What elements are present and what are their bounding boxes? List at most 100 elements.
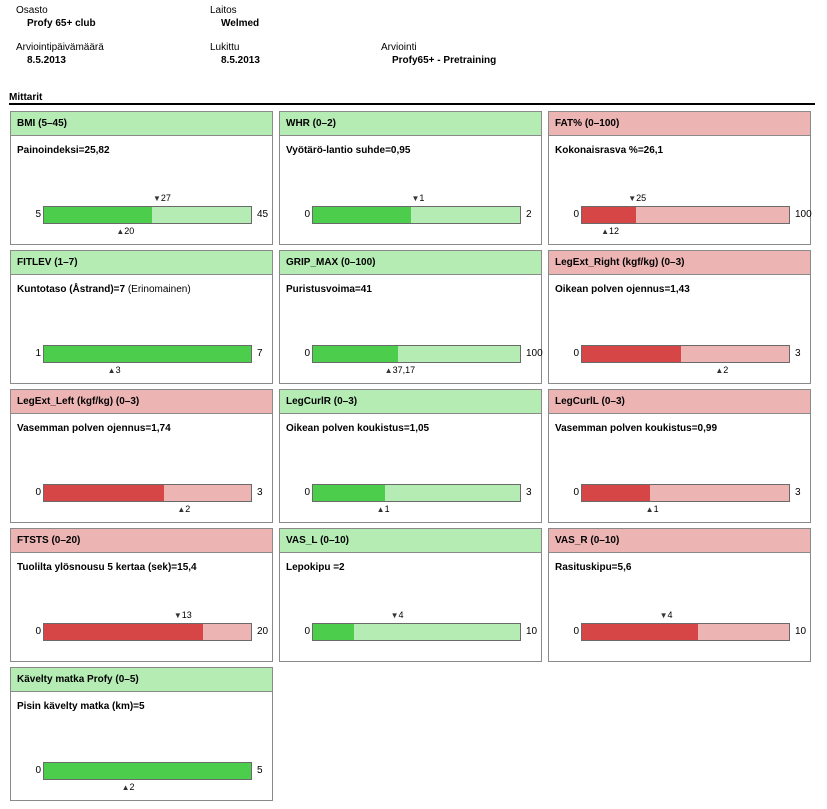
department-block: Osasto Profy 65+ club [16, 5, 96, 29]
triangle-up-icon: ▲ [645, 505, 654, 514]
meter-max-label: 10 [526, 626, 538, 637]
reference-marker-lower: ▲20 [116, 226, 134, 236]
meter-description: Vasemman polven ojennus=1,74 [17, 423, 171, 434]
department-label: Osasto [16, 5, 48, 16]
reference-marker-value: 12 [609, 226, 620, 236]
meter-min-label: 0 [35, 765, 41, 776]
meter-bar-fill [582, 346, 681, 362]
meter-bar-fill [313, 346, 398, 362]
meter-description: Pisin kävelty matka (km)=5 [17, 701, 145, 712]
meter-max-label: 2 [526, 209, 532, 220]
meter-bar-track [43, 762, 252, 780]
meter-bar-fill [313, 207, 412, 223]
reference-marker-value: 2 [185, 504, 191, 514]
department-value: Profy 65+ club [27, 18, 96, 29]
triangle-down-icon: ▼ [390, 611, 399, 620]
meter-bar-fill [44, 207, 152, 223]
meter-card: GRIP_MAX (0–100) Puristusvoima=41 0 100 ▲37,… [279, 250, 543, 384]
meter-max-label: 5 [257, 765, 263, 776]
meter-bar-track [43, 345, 252, 363]
assessment-block: Arviointi Profy65+ - Pretraining [381, 42, 496, 66]
triangle-up-icon: ▲ [376, 505, 385, 514]
meter-card: LegExt_Right (kgf/kg) (0–3) Oikean polven… [548, 250, 811, 384]
reference-marker-lower: ▲37,17 [385, 365, 415, 375]
meter-description-text: Vasemman polven ojennus=1,74 [17, 423, 171, 434]
reference-marker-value: 13 [181, 610, 192, 620]
meter-title: LegCurlL (0–3) [549, 390, 810, 414]
meter-bar-fill [44, 485, 165, 501]
meter-max-label: 100 [526, 348, 543, 359]
meter-min-label: 0 [304, 209, 310, 220]
meter-title: LegExt_Left (kgf/kg) (0–3) [11, 390, 272, 414]
meter-card: FTSTS (0–20) Tuolilta ylösnousu 5 kertaa … [10, 528, 273, 662]
meter-bar-track [581, 623, 790, 641]
meter-title: GRIP_MAX (0–100) [280, 251, 541, 275]
reference-marker-value: 4 [667, 610, 673, 620]
meter-max-label: 3 [257, 487, 263, 498]
triangle-down-icon: ▼ [411, 194, 420, 203]
meter-description: Rasituskipu=5,6 [555, 562, 631, 573]
meter-description: Painoindeksi=25,82 [17, 145, 110, 156]
meter-title: Kävelty matka Profy (0–5) [11, 668, 272, 692]
meter-min-label: 0 [35, 487, 41, 498]
reference-marker-value: 20 [124, 226, 135, 236]
triangle-up-icon: ▲ [107, 366, 116, 375]
meter-bar-track [581, 206, 790, 224]
section-title: Mittarit [9, 92, 43, 103]
meter-description-text: Oikean polven koukistus=1,05 [286, 423, 430, 434]
meter-bar-fill [582, 207, 637, 223]
triangle-down-icon: ▼ [659, 611, 668, 620]
reference-marker-value: 37,17 [392, 365, 416, 375]
reference-marker-upper: ▼4 [660, 610, 673, 620]
meter-title: WHR (0–2) [280, 112, 541, 136]
meter-bar-fill [313, 624, 355, 640]
meter-description-text: Pisin kävelty matka (km)=5 [17, 701, 145, 712]
meter-max-label: 20 [257, 626, 269, 637]
reference-marker-upper: ▼13 [174, 610, 192, 620]
meter-min-label: 0 [573, 487, 579, 498]
meter-bar-track [581, 345, 790, 363]
meter-description: Oikean polven koukistus=1,05 [286, 423, 429, 434]
reference-marker-value: 3 [115, 365, 121, 375]
meter-min-label: 0 [304, 626, 310, 637]
meter-description: Kokonaisrasva %=26,1 [555, 145, 663, 156]
section-divider [9, 103, 815, 105]
meter-min-label: 0 [35, 626, 41, 637]
reference-marker-lower: ▲2 [122, 782, 135, 792]
triangle-up-icon: ▲ [177, 505, 186, 514]
meter-card: FITLEV (1–7) Kuntotaso (Åstrand)=7 (Erino… [10, 250, 273, 384]
triangle-up-icon: ▲ [601, 227, 609, 236]
meter-bar-fill [44, 346, 251, 362]
meter-card: Kävelty matka Profy (0–5) Pisin kävelty m… [10, 667, 273, 801]
facility-value: Welmed [221, 18, 260, 29]
reference-marker-value: 1 [419, 193, 425, 203]
assessment-value: Profy65+ - Pretraining [392, 55, 497, 66]
assessment-label: Arviointi [381, 42, 417, 53]
meter-min-label: 1 [35, 348, 41, 359]
meter-description-text: Lepokipu =2 [286, 562, 345, 573]
assessment-date-block: Arviointipäivämäärä 8.5.2013 [16, 42, 104, 66]
triangle-down-icon: ▼ [152, 194, 161, 203]
meter-min-label: 0 [573, 348, 579, 359]
meter-description-text: Kuntotaso (Åstrand)=7 [17, 284, 126, 295]
meter-description: Puristusvoima=41 [286, 284, 372, 295]
meter-description-text: Vasemman polven koukistus=0,99 [555, 423, 718, 434]
meter-description-text: Puristusvoima=41 [286, 284, 372, 295]
meter-bar-fill [44, 763, 251, 779]
meter-description-text: Rasituskipu=5,6 [555, 562, 632, 573]
assessment-date-label: Arviointipäivämäärä [16, 42, 104, 53]
reference-marker-value: 25 [636, 193, 647, 203]
reference-marker-lower: ▲3 [108, 365, 121, 375]
triangle-up-icon: ▲ [384, 366, 393, 375]
meter-bar-track [312, 484, 521, 502]
meter-max-label: 10 [795, 626, 807, 637]
locked-label: Lukittu [210, 42, 240, 53]
meter-max-label: 100 [795, 209, 812, 220]
meter-description-text: Vyötärö-lantio suhde=0,95 [286, 145, 411, 156]
reference-marker-lower: ▲1 [646, 504, 659, 514]
meter-bar-track [43, 206, 252, 224]
meter-title: FITLEV (1–7) [11, 251, 272, 275]
meter-min-label: 0 [304, 487, 310, 498]
reference-marker-lower: ▲2 [177, 504, 190, 514]
